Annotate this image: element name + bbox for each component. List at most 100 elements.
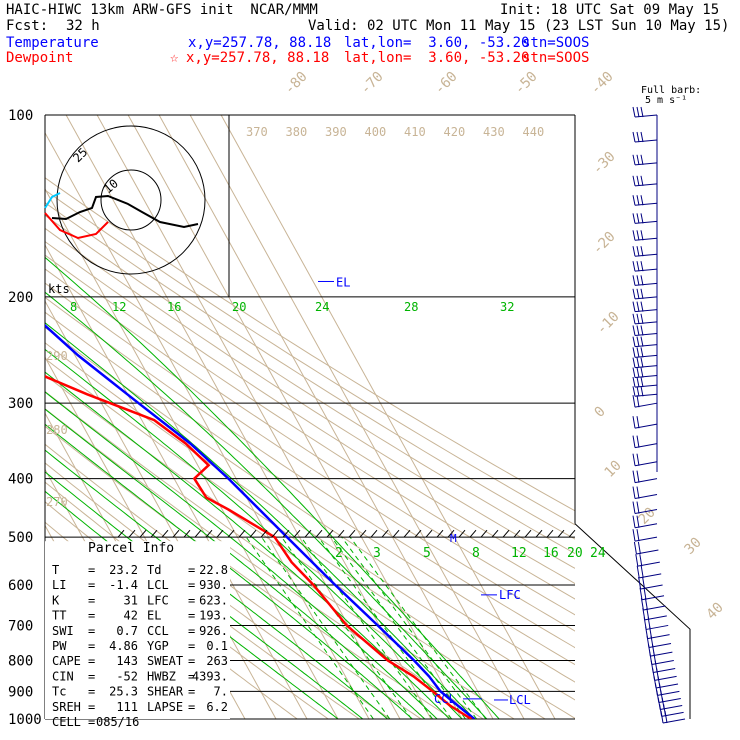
isotherm-label: 10 (602, 458, 625, 481)
mixing-ratio-line (331, 536, 466, 719)
mixing-ratio-label: 3 (373, 546, 381, 561)
isotherm-label: -20 (590, 229, 619, 258)
hatch-mark (227, 529, 235, 538)
pressure-tick-label: 600 (8, 578, 33, 594)
hodograph-ring-label: 25 (70, 145, 90, 165)
parcel-info-label: CIN (52, 669, 74, 683)
wind-barb-flag (636, 261, 640, 272)
wind-barb-flag (632, 376, 636, 388)
wind-barb-flag (632, 453, 636, 466)
parcel-info-equals: = (88, 715, 95, 729)
parcel-info-value: 42 (124, 609, 138, 623)
parcel-info-value: 25.3 (109, 685, 138, 699)
wind-barb-flag (632, 275, 636, 286)
dry-adiabat-line (45, 342, 575, 701)
hatch-mark (139, 529, 147, 538)
wind-barb-flag (660, 710, 664, 724)
wind-barb-flag (664, 710, 668, 724)
wind-barb-flag (632, 386, 636, 397)
theta-label: 440 (523, 125, 545, 139)
hatch-mark (293, 529, 301, 538)
wind-barb-flag (632, 357, 636, 368)
wind-barb-flag (632, 470, 636, 483)
parcel-info-value: -1.4 (109, 578, 138, 592)
wind-barb-flag (640, 386, 644, 397)
mixing-ratio-line (245, 536, 374, 719)
wind-barb-flag (642, 576, 646, 590)
hodograph-ring-outer (56, 125, 206, 275)
dry-adiabat-line (45, 282, 575, 632)
parcel-info-label: LCL (147, 578, 169, 592)
pressure-tick-label: 1000 (8, 712, 42, 728)
moist-adiabat-line (45, 348, 463, 719)
parcel-info-label: SHEAR (147, 685, 184, 699)
dry-adiabat-line (45, 227, 575, 569)
wind-barb-flag (636, 501, 640, 514)
dry-adiabat-line (45, 408, 484, 719)
parcel-info-equals: = (188, 639, 195, 653)
isotherm-line (45, 187, 339, 719)
theta-label: 280 (46, 423, 68, 437)
wind-barb-flag (640, 131, 644, 143)
mixing-ratio-label: 8 (472, 546, 480, 561)
dewpoint-latlon: lat,lon= 3.60, -53.20 (344, 50, 530, 66)
mixing-ratio-line (349, 536, 487, 719)
wind-barb-flag (640, 357, 644, 368)
wind-barb-flag (636, 313, 640, 324)
hatch-mark (194, 529, 202, 538)
hatch-mark (469, 529, 477, 538)
wind-barb-flag (632, 501, 636, 514)
parcel-info-label: SREH (52, 700, 81, 714)
hatch-mark (348, 529, 356, 538)
wind-barb-flag (636, 347, 640, 358)
wind-barb-flag (632, 288, 636, 299)
hatch-mark (568, 529, 576, 538)
parcel-info-value: 22.8 (199, 563, 228, 577)
wind-barb-flag (643, 587, 647, 600)
parcel-info-value: 193. (199, 609, 228, 623)
hatch-mark (260, 529, 268, 538)
isotherm-label: 0 (592, 404, 609, 421)
mixing-ratio-line (281, 536, 412, 719)
parcel-info-value: 6.2 (206, 700, 228, 714)
isotherm-label: -40 (588, 69, 617, 98)
parcel-info-label: CELL (52, 715, 81, 729)
parcel-info-value: 31 (124, 593, 138, 607)
forecast-hour: 32 h (66, 18, 100, 34)
parcel-info-label: K (52, 593, 60, 607)
isotherm-label: -60 (432, 69, 461, 98)
dry-adiabat-line (45, 202, 575, 540)
wind-barb-flag (632, 367, 636, 378)
moist-adiabat-label: 8 (70, 300, 77, 314)
parcel-info-value: 4.86 (109, 639, 138, 653)
wind-barb-flag (640, 175, 644, 186)
parcel-info-value: 111 (116, 700, 138, 714)
dewpoint-legend-label: Dewpoint (6, 50, 74, 66)
isotherm-label: -50 (512, 69, 541, 98)
parcel-info-label: T (52, 563, 59, 577)
wind-barb-flag (636, 175, 640, 186)
parcel-info-value: 4393. (192, 669, 228, 683)
model-title: HAIC-HIWC 13km ARW-GFS init NCAR/MMM (6, 2, 318, 18)
wind-barb-flag (636, 565, 640, 578)
parcel-info-equals: = (188, 654, 195, 668)
parcel-info-value: 926. (199, 624, 228, 638)
wind-barb-flag (636, 213, 640, 224)
dewpoint-profile-line (45, 375, 472, 719)
wind-barb-flag (632, 336, 636, 347)
hodograph-trace-low (44, 212, 109, 240)
hatch-mark (480, 529, 488, 538)
wind-barb-flag (636, 367, 640, 378)
wind-barb-flag (632, 195, 636, 206)
parcel-info-equals: = (188, 700, 195, 714)
wind-barb-flag (640, 246, 644, 257)
wind-barb-flag (636, 453, 640, 466)
parcel-info-label: CCL (147, 624, 169, 638)
parcel-info-equals: = (188, 669, 195, 683)
temperature-latlon: lat,lon= 3.60, -53.20 (344, 35, 530, 51)
wind-barb-flag (632, 325, 636, 336)
parcel-info-equals: = (88, 669, 95, 683)
init-time: Init: 18 UTC Sat 09 May 15 (500, 2, 720, 18)
wind-barb-flag (640, 261, 644, 272)
parcel-info-label: Td (147, 563, 161, 577)
